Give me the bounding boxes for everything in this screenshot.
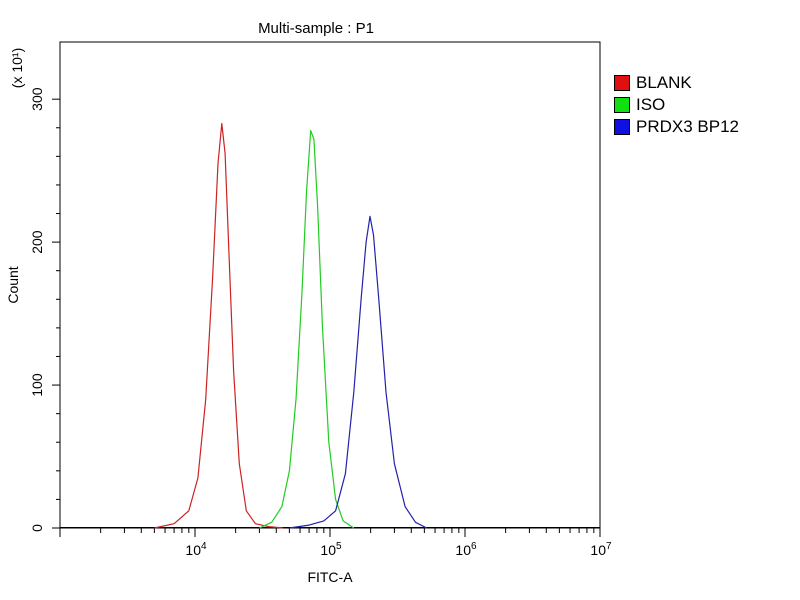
legend-swatch-prdx3 — [614, 119, 630, 135]
series-line-iso — [259, 130, 355, 529]
x-tick-label: 106 — [455, 541, 477, 558]
y-tick-label: 300 — [29, 87, 45, 111]
y-axis-multiplier: (x 10¹) — [9, 48, 25, 88]
y-tick-label: 100 — [29, 373, 45, 397]
legend-swatch-iso — [614, 97, 630, 113]
x-axis-label: FITC-A — [307, 569, 353, 585]
legend-label-iso: ISO — [636, 95, 666, 114]
legend-item-blank: BLANK — [614, 72, 739, 94]
x-tick-label: 104 — [185, 541, 207, 558]
x-tick-label: 107 — [590, 541, 612, 558]
legend: BLANK ISO PRDX3 BP12 — [614, 72, 739, 138]
series-line-blank — [154, 122, 284, 529]
y-tick-label: 0 — [29, 524, 45, 532]
y-tick-label: 200 — [29, 230, 45, 254]
legend-swatch-blank — [614, 75, 630, 91]
legend-label-prdx3: PRDX3 BP12 — [636, 117, 739, 136]
legend-label-blank: BLANK — [636, 73, 692, 92]
series-line-prdx3-bp12 — [289, 215, 427, 529]
legend-item-prdx3: PRDX3 BP12 — [614, 116, 739, 138]
y-axis-label: Count — [5, 266, 21, 303]
chart-title: Multi-sample : P1 — [258, 20, 374, 37]
x-tick-label: 105 — [320, 541, 342, 558]
legend-item-iso: ISO — [614, 94, 739, 116]
